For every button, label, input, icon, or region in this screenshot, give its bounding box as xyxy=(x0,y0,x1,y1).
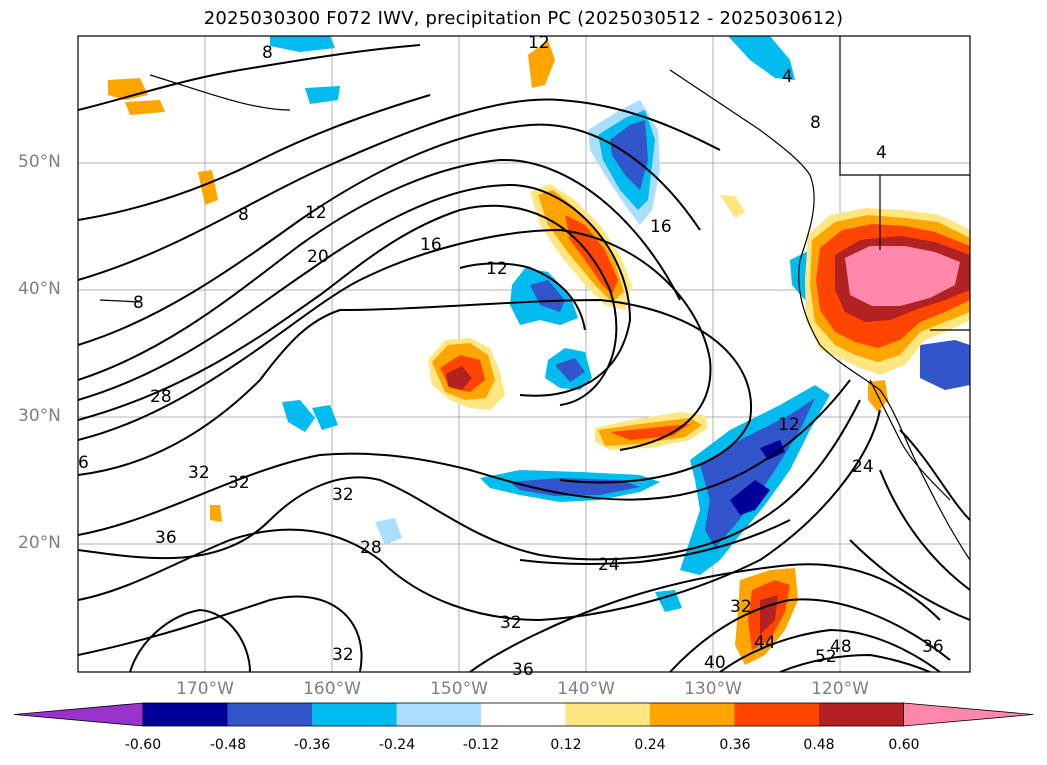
colorbar-tick: -0.48 xyxy=(209,737,247,753)
contour-label-group: 8 8 8 12 20 16 12 16 28 32 32 32 36 28 2… xyxy=(78,33,944,680)
precip-anomaly-fill xyxy=(108,36,970,665)
contour-label: 32 xyxy=(188,463,210,483)
colorbar-frame xyxy=(142,702,904,727)
contour-label: 6 xyxy=(78,453,89,473)
coastlines xyxy=(99,36,970,561)
contour-label: 8 xyxy=(238,205,249,225)
contour-label: 32 xyxy=(500,613,522,633)
lat-label-30n: 30°N xyxy=(18,406,61,426)
lat-label-50n: 50°N xyxy=(18,152,61,172)
contour-label: 32 xyxy=(332,645,354,665)
contour-label: 32 xyxy=(332,485,354,505)
lat-label-40n: 40°N xyxy=(18,279,61,299)
contour-label: 28 xyxy=(360,538,382,558)
colorbar-segments xyxy=(13,702,1034,727)
contour-label: 28 xyxy=(150,387,172,407)
contour-label: 16 xyxy=(420,235,442,255)
colorbar-extend-max xyxy=(903,702,1034,727)
contour-label: 12 xyxy=(778,415,800,435)
lon-label-140w: 140°W xyxy=(557,679,615,699)
colorbar-segment xyxy=(396,703,482,726)
colorbar-segment xyxy=(650,703,735,726)
contour-label: 52 xyxy=(815,647,837,667)
contour-label: 24 xyxy=(598,555,620,575)
plot-frame xyxy=(77,35,971,673)
colorbar-tick: -0.36 xyxy=(293,737,331,753)
colorbar-segment xyxy=(143,703,228,726)
contour-label: 48 xyxy=(830,637,852,657)
contour-label: 36 xyxy=(512,660,534,680)
contour-label: 8 xyxy=(810,113,821,133)
lat-label-20n: 20°N xyxy=(18,533,61,553)
colorbar-tick: 0.60 xyxy=(888,737,920,753)
contour-label: 4 xyxy=(876,143,887,163)
colorbar-tick: 0.24 xyxy=(634,737,666,753)
contour-label: 12 xyxy=(528,33,550,53)
lon-label-150w: 150°W xyxy=(430,679,488,699)
lon-label-170w: 170°W xyxy=(176,679,234,699)
colorbar-segment xyxy=(734,703,820,726)
colorbar-segment xyxy=(312,703,397,726)
contour-label: 24 xyxy=(852,457,874,477)
colorbar-tick: -0.60 xyxy=(124,737,162,753)
colorbar-tick: -0.24 xyxy=(378,737,416,753)
contour-label: 8 xyxy=(262,43,273,63)
colorbar-tick: 0.36 xyxy=(719,737,751,753)
lon-label-120w: 120°W xyxy=(811,679,869,699)
colorbar-tick: 0.48 xyxy=(803,737,835,753)
colorbar-tick: -0.12 xyxy=(462,737,500,753)
colorbar-segment xyxy=(565,703,651,726)
contour-label: 44 xyxy=(754,633,776,653)
contour-label: 4 xyxy=(782,67,793,87)
contour-label: 32 xyxy=(730,597,752,617)
contour-label: 36 xyxy=(155,528,177,548)
contour-label: 32 xyxy=(228,473,250,493)
contour-label: 12 xyxy=(305,203,327,223)
iwv-contours xyxy=(78,44,970,672)
contour-label: 36 xyxy=(922,637,944,657)
colorbar-extend-min xyxy=(13,702,144,727)
colorbar-tick: 0.12 xyxy=(550,737,582,753)
contour-label: 40 xyxy=(704,653,726,673)
contour-label: 8 xyxy=(133,293,144,313)
lon-label-130w: 130°W xyxy=(684,679,742,699)
colorbar-segment xyxy=(819,703,904,726)
map-title: 2025030300 F072 IWV, precipitation PC (2… xyxy=(203,8,844,29)
contour-label: 16 xyxy=(650,217,672,237)
contour-label: 12 xyxy=(486,259,508,279)
colorbar-segment xyxy=(227,703,313,726)
contour-label: 20 xyxy=(307,247,329,267)
lon-label-160w: 160°W xyxy=(303,679,361,699)
colorbar-segment xyxy=(481,703,566,726)
map-plot: 8 8 8 12 20 16 12 16 28 32 32 32 36 28 2… xyxy=(77,33,971,680)
